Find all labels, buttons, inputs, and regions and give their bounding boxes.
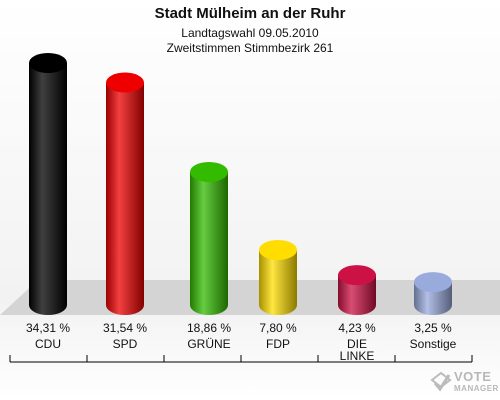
- bar-fdp: [259, 239, 297, 315]
- bar-body: [190, 171, 228, 315]
- category-label: FDP: [266, 337, 290, 351]
- bar-top: [414, 272, 452, 293]
- bar-top: [29, 53, 67, 73]
- category-label: Sonstige: [410, 337, 457, 351]
- bar-cdu: [29, 53, 67, 315]
- bar-gr-ne: [190, 161, 228, 315]
- category-label: LINKE: [340, 349, 375, 363]
- labels-layer: 34,31 % CDU 31,54 % SPD 18,86 % GRÜNE 7,80 % FD…: [9, 321, 473, 363]
- bar-top: [106, 72, 144, 93]
- value-label: 7,80 %: [259, 321, 297, 335]
- category-label: SPD: [113, 337, 138, 351]
- value-label: 34,31 %: [26, 321, 70, 335]
- ballot-check-icon: [430, 371, 452, 392]
- bar-sonstige: [414, 272, 452, 315]
- category-label: GRÜNE: [187, 337, 230, 351]
- watermark-line2: MANAGER: [454, 384, 499, 393]
- chart-subtitle-district: Zweitstimmen Stimmbezirk 261: [166, 41, 334, 55]
- bar-body: [106, 82, 144, 315]
- bars-layer: [29, 53, 452, 315]
- vote-manager-logo: VOTE MANAGER: [430, 368, 499, 398]
- bar-body: [29, 63, 67, 315]
- bar-die-linke: [338, 265, 376, 315]
- category-label: CDU: [35, 337, 61, 351]
- chart-title: Stadt Mülheim an der Ruhr: [154, 5, 346, 22]
- value-label: 4,23 %: [338, 321, 376, 335]
- value-label: 18,86 %: [187, 321, 231, 335]
- watermark-line1: VOTE: [454, 369, 492, 384]
- bar-top: [190, 161, 228, 182]
- bar-top: [259, 239, 297, 260]
- bar-body: [338, 275, 376, 315]
- category-label: DIE: [347, 337, 367, 351]
- bar-body: [259, 249, 297, 315]
- value-label: 31,54 %: [103, 321, 147, 335]
- value-label: 3,25 %: [414, 321, 452, 335]
- bar-top: [338, 265, 376, 286]
- bar-spd: [106, 72, 144, 315]
- chart-subtitle-election: Landtagswahl 09.05.2010: [181, 26, 319, 40]
